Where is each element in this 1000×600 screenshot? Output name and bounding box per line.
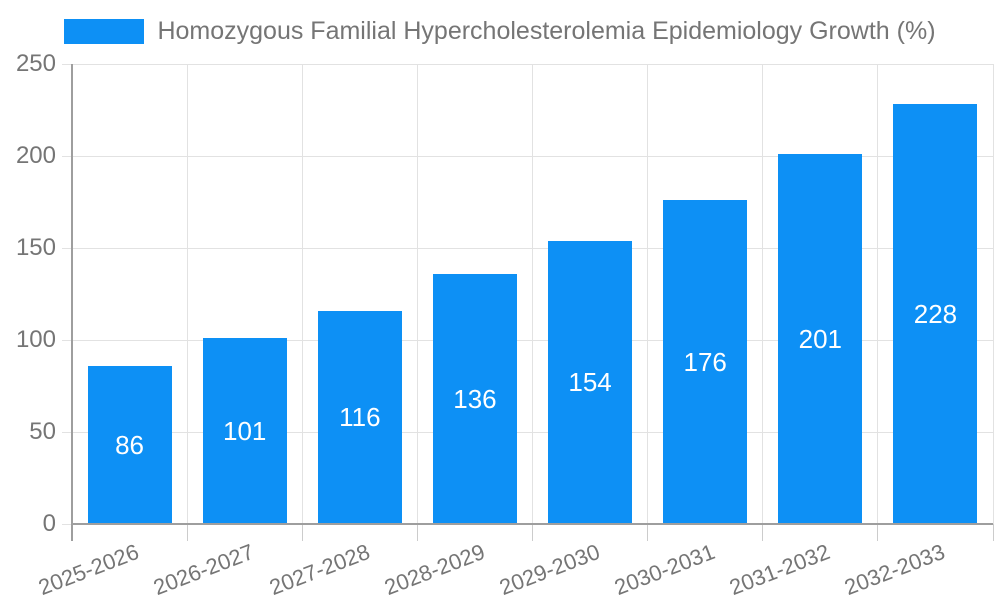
y-axis-tick-label: 150: [15, 234, 56, 261]
y-axis-tick: [62, 523, 72, 525]
gridline-x: [877, 64, 879, 524]
gridline-y: [62, 63, 993, 65]
gridline-x: [762, 64, 764, 524]
x-axis-tick-label: 2028-2029: [380, 539, 488, 600]
y-axis-line: [71, 64, 73, 541]
x-axis-tick: [877, 524, 879, 541]
x-axis-tick: [992, 524, 994, 541]
gridline-y: [62, 431, 993, 433]
bar-value-label: 136: [453, 383, 497, 414]
y-axis-tick-label: 200: [15, 142, 56, 169]
gridline-x: [186, 64, 188, 524]
bar-value-label: 86: [115, 429, 145, 460]
x-axis-tick-label: 2026-2027: [150, 539, 258, 600]
bar[interactable]: [202, 338, 287, 524]
x-axis-tick-label: 2027-2028: [265, 539, 373, 600]
x-axis-tick-label: 2030-2031: [610, 539, 719, 600]
y-axis-tick-label: 0: [42, 510, 56, 537]
bar[interactable]: [432, 273, 517, 524]
legend-swatch: [64, 18, 145, 44]
x-axis-tick-label: 2031-2032: [726, 539, 834, 600]
gridline-y: [62, 155, 993, 157]
y-axis-tick-label: 50: [29, 418, 56, 445]
y-axis-tick-label: 250: [15, 50, 56, 77]
x-axis-tick: [762, 524, 764, 541]
bar[interactable]: [548, 240, 633, 524]
x-axis-line: [72, 523, 993, 525]
x-axis-tick-label: 2025-2026: [35, 539, 143, 600]
bar-value-label: 176: [683, 347, 727, 378]
legend-label: Homozygous Familial Hypercholesterolemia…: [157, 17, 936, 45]
bar[interactable]: [317, 310, 402, 524]
x-axis-tick-label: 2032-2033: [841, 539, 949, 600]
bar-value-label: 116: [339, 402, 381, 433]
bar-value-label: 101: [222, 416, 267, 447]
bar[interactable]: [663, 200, 748, 524]
bar-value-label: 154: [568, 367, 612, 398]
x-axis-tick: [532, 524, 533, 541]
x-axis-tick: [416, 524, 418, 541]
gridline-y: [62, 247, 993, 249]
bar-value-label: 228: [913, 299, 958, 330]
gridline-x: [992, 64, 994, 524]
gridline-y: [62, 339, 993, 341]
bar[interactable]: [778, 154, 863, 524]
bar[interactable]: [87, 365, 172, 524]
gridline-x: [532, 64, 533, 524]
gridline-x: [416, 64, 418, 524]
bar-value-label: 201: [798, 324, 842, 355]
y-axis-tick-label: 100: [15, 326, 56, 353]
gridline-x: [301, 64, 303, 524]
legend[interactable]: Homozygous Familial Hypercholesterolemia…: [0, 16, 1000, 46]
x-axis-tick-label: 2029-2030: [495, 539, 604, 600]
x-axis-tick: [647, 524, 649, 541]
gridline-x: [647, 64, 649, 524]
x-axis-tick: [301, 524, 303, 541]
bar[interactable]: [893, 104, 978, 524]
x-axis-tick: [186, 524, 188, 541]
